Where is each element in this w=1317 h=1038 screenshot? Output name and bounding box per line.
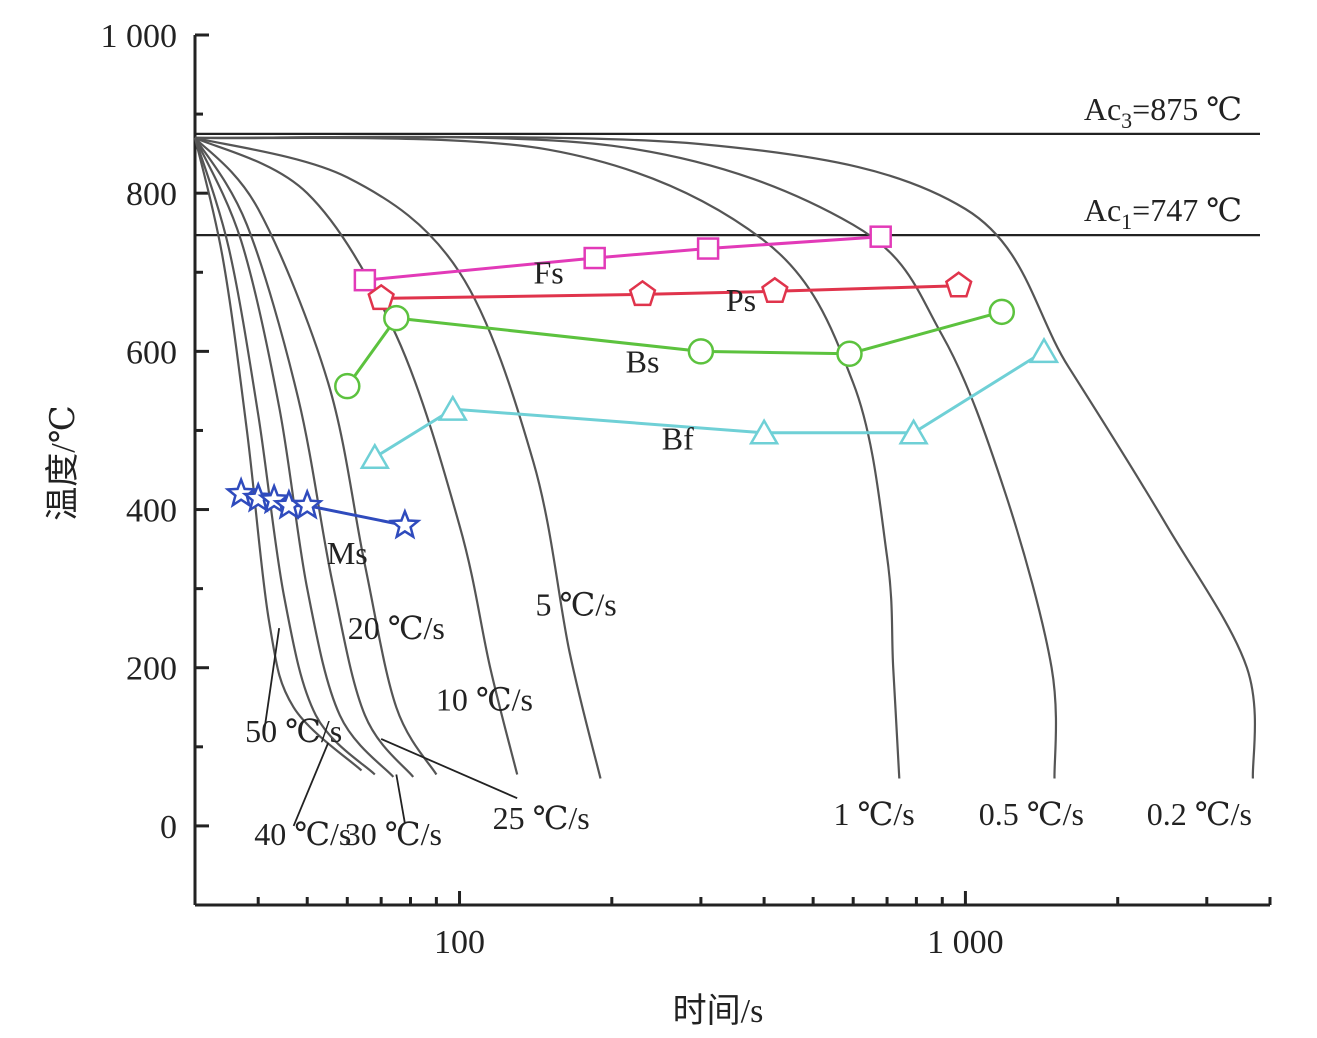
series-point-ps <box>628 279 657 307</box>
x-axis-title: 时间/s <box>673 993 764 1030</box>
series-line-bs <box>346 310 1003 388</box>
axes: 0 200 400 600 800 1 000 100 1 000 Ac3=875 ℃ Ac1=7… <box>101 18 1272 961</box>
series-line-bf <box>374 350 1045 459</box>
label-leader-line <box>292 742 330 827</box>
series-point-bf <box>359 442 390 470</box>
cooling-rate-label: 25 ℃/s <box>493 800 590 836</box>
series-line-ps <box>381 284 959 300</box>
x-tick-label: 100 <box>434 924 485 961</box>
cooling-rate-label: 0.2 ℃/s <box>1147 796 1252 832</box>
series-label-bf: Bf <box>662 420 694 456</box>
y-tick-label: 200 <box>126 651 177 688</box>
cooling-curve <box>194 136 602 779</box>
series-point-ms <box>241 481 275 513</box>
label-leader-line <box>395 774 406 824</box>
series-point-ms <box>290 488 324 520</box>
series-point-bs <box>383 304 410 332</box>
cooling-curve <box>194 135 1058 779</box>
series-point-fs <box>583 246 606 270</box>
cooling-curve <box>194 137 438 776</box>
y-tick-label: 800 <box>126 176 177 213</box>
series-point-ps <box>944 271 973 298</box>
cooling-curve <box>193 137 363 772</box>
annotations: 0.2 ℃/s 0.5 ℃/s 1 ℃/s 5 ℃/s 10 ℃/s 20 ℃/s 25 ℃… <box>245 586 1252 851</box>
cooling-rate-label: 20 ℃/s <box>348 610 445 646</box>
cooling-curves <box>193 135 1257 827</box>
y-axis-title: 温度/℃ <box>44 405 82 520</box>
y-tick-label: 0 <box>160 809 177 846</box>
transformation-series: Fs Ps Bs Bf Ms <box>224 225 1060 571</box>
x-tick-label: 1 000 <box>927 924 1004 961</box>
series-point-ps <box>367 283 395 311</box>
label-leader-line <box>380 738 518 800</box>
series-point-fs <box>869 225 892 248</box>
series-point-fs <box>696 237 720 260</box>
series-label-bs: Bs <box>626 344 660 380</box>
series-line-fs <box>364 235 881 282</box>
cooling-curve <box>193 137 376 776</box>
series-point-ps <box>761 276 789 304</box>
series-point-fs <box>353 268 377 292</box>
cooling-rate-label: 30 ℃/s <box>345 816 442 852</box>
cooling-rate-label: 1 ℃/s <box>834 796 915 832</box>
series-point-bs <box>687 338 715 365</box>
series-label-ps: Ps <box>726 282 756 318</box>
cooling-rate-label: 40 ℃/s <box>254 816 351 852</box>
series-point-bs <box>836 340 863 367</box>
reference-label-ac3: Ac3=875 ℃ <box>1084 91 1242 133</box>
series-point-ms <box>224 476 258 508</box>
series-point-ms <box>388 507 422 540</box>
cooling-curve <box>194 136 519 775</box>
series-point-bs <box>334 372 361 400</box>
cooling-curve <box>194 137 415 778</box>
reference-label-ac1: Ac1=747 ℃ <box>1084 192 1242 234</box>
cooling-curve <box>194 136 901 779</box>
series-point-bf <box>1028 336 1060 364</box>
series-point-bf <box>748 418 780 445</box>
cooling-rate-label: 0.5 ℃/s <box>979 796 1084 832</box>
y-tick-label: 600 <box>126 334 177 371</box>
cooling-rate-label: 50 ℃/s <box>245 713 342 749</box>
cooling-curve <box>193 137 395 778</box>
series-label-ms: Ms <box>327 535 368 571</box>
series-point-ms <box>257 482 291 515</box>
cooling-rate-label: 10 ℃/s <box>436 681 533 717</box>
label-leader-line <box>262 628 281 736</box>
cooling-rate-label: 5 ℃/s <box>536 586 617 622</box>
y-tick-label: 400 <box>126 493 177 530</box>
cooling-curve <box>194 135 1257 779</box>
series-point-bs <box>988 298 1016 326</box>
series-label-fs: Fs <box>533 254 563 290</box>
y-tick-label: 1 000 <box>101 18 178 55</box>
series-point-bf <box>898 418 929 445</box>
series-point-bf <box>437 394 468 421</box>
